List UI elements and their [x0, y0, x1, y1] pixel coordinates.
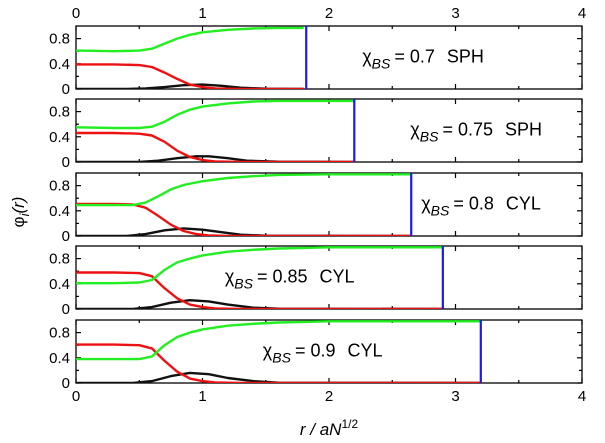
chi-symbol: χ — [362, 47, 372, 67]
panel-5: 0 0.4 0.8 χBS = 0.9 CYL — [49, 319, 583, 392]
panel-3: 0 0.4 0.8 χBS = 0.8 CYL — [49, 172, 583, 245]
panel-annotation: χBS = 0.85 CYL — [225, 267, 355, 292]
series-line-green — [76, 320, 481, 361]
y-tick-label: 0.4 — [49, 56, 70, 73]
top-x-tick-label: 4 — [578, 5, 586, 22]
morphology-label: CYL — [320, 267, 355, 287]
chi-subscript: BS — [420, 129, 439, 145]
top-x-tick-label: 1 — [198, 5, 206, 22]
y-tick-label: 0 — [62, 81, 70, 98]
series-line-green — [76, 246, 443, 285]
axis-extras: 0 1 2 3 4 0 1 2 3 4 — [72, 5, 586, 405]
series-line-red — [76, 271, 443, 309]
xlabel-main: r / aN — [300, 420, 342, 439]
chi-value: = 0.75 — [442, 120, 493, 140]
panel-frame — [75, 25, 583, 90]
chi-symbol: χ — [410, 120, 420, 140]
y-tick-label: 0.4 — [49, 129, 70, 146]
panel-annotation: χBS = 0.8 CYL — [421, 194, 541, 219]
chi-subscript: BS — [272, 350, 291, 366]
y-tick-label: 0.4 — [49, 350, 70, 367]
chi-value: = 0.7 — [394, 47, 435, 67]
y-tick-label: 0 — [62, 375, 70, 392]
series-line-red — [76, 63, 304, 89]
series-line-green — [76, 26, 304, 53]
morphology-label: SPH — [447, 47, 484, 67]
bottom-x-tick-label: 4 — [578, 388, 586, 405]
top-x-tick-label: 0 — [72, 5, 80, 22]
chi-value: = 0.85 — [257, 267, 308, 287]
x-axis-title: r / aN1/2 — [300, 417, 359, 439]
morphology-label: SPH — [505, 120, 542, 140]
bottom-x-tick-label: 3 — [451, 388, 459, 405]
panel-annotation: χBS = 0.75 SPH — [410, 120, 542, 145]
chi-symbol: χ — [225, 267, 235, 287]
y-tick-label: 0 — [62, 154, 70, 171]
morphology-label: CYL — [506, 194, 541, 214]
series-line-green — [76, 99, 355, 130]
bottom-x-tick-label: 0 — [72, 388, 80, 405]
chi-value: = 0.9 — [295, 341, 336, 361]
y-tick-label: 0.4 — [49, 203, 70, 220]
series-line-red — [76, 131, 355, 162]
y-tick-label: 0.8 — [49, 178, 70, 195]
y-tick-label: 0.8 — [49, 31, 70, 48]
y-tick-label: 0.8 — [49, 325, 70, 342]
panel-2: 0 0.4 0.8 χBS = 0.75 SPH — [49, 98, 583, 171]
panel-annotation: χBS = 0.7 SPH — [362, 47, 484, 72]
panel-annotation: χBS = 0.9 CYL — [263, 341, 383, 366]
xlabel-sup: 1/2 — [341, 417, 358, 431]
ylabel-phi: φ — [9, 216, 28, 227]
ylabel-sub: i — [17, 212, 32, 216]
top-x-tick-label: 3 — [451, 5, 459, 22]
bottom-x-tick-label: 2 — [325, 388, 333, 405]
bottom-x-tick-label: 1 — [198, 388, 206, 405]
series-line-black — [76, 371, 481, 383]
chi-subscript: BS — [372, 56, 391, 72]
chi-subscript: BS — [431, 203, 450, 219]
chi-subscript: BS — [234, 276, 253, 292]
y-tick-label: 0.8 — [49, 104, 70, 121]
chi-symbol: χ — [263, 341, 273, 361]
ylabel-rest: (r) — [9, 197, 28, 214]
morphology-label: CYL — [347, 341, 382, 361]
y-tick-label: 0 — [62, 301, 70, 318]
series-line-green — [76, 173, 412, 207]
series-line-red — [76, 202, 412, 236]
series-line-red — [76, 343, 481, 383]
y-axis-title: φi(r) — [9, 197, 32, 228]
y-tick-label: 0.8 — [49, 251, 70, 268]
top-x-tick-label: 2 — [325, 5, 333, 22]
chi-value: = 0.8 — [453, 194, 494, 214]
chi-symbol: χ — [421, 194, 431, 214]
y-tick-label: 0 — [62, 228, 70, 245]
panel-4: 0 0.4 0.8 χBS = 0.85 CYL — [49, 245, 583, 318]
panel-1: 0 0.4 0.8 χBS = 0.7 SPH — [49, 25, 583, 98]
series-line-black — [76, 299, 443, 309]
y-tick-label: 0.4 — [49, 276, 70, 293]
